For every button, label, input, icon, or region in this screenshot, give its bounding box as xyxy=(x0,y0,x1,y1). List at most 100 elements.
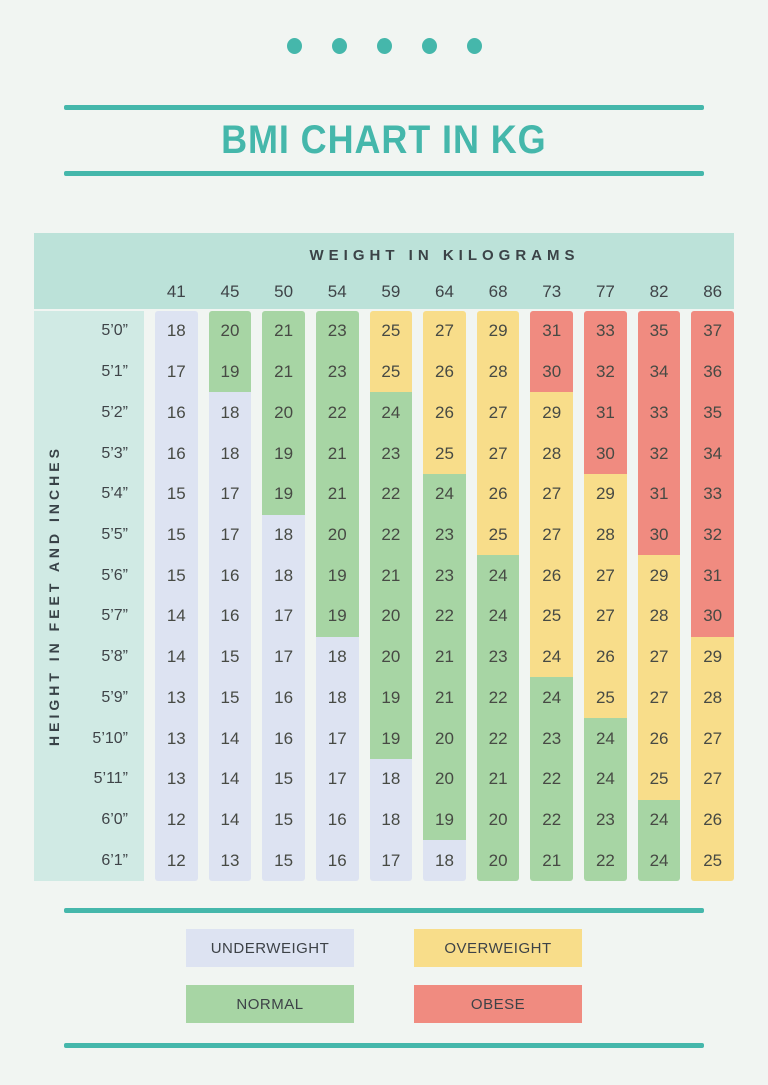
bmi-cell: 21 xyxy=(315,433,359,474)
bmi-cell: 22 xyxy=(530,758,574,800)
bmi-cell: 19 xyxy=(423,799,466,841)
bmi-cell: 24 xyxy=(584,758,627,800)
bmi-cell: 24 xyxy=(637,840,681,881)
bmi-cell: 29 xyxy=(691,636,734,678)
bmi-cell: 29 xyxy=(584,473,627,515)
page-title: BMI CHART IN KG xyxy=(221,118,547,162)
bmi-cell: 16 xyxy=(315,840,359,881)
bmi-cell: 14 xyxy=(208,718,252,759)
bmi-cell: 17 xyxy=(155,351,198,393)
bmi-cell: 20 xyxy=(262,392,305,434)
bmi-cell: 31 xyxy=(637,473,681,515)
bmi-cell: 25 xyxy=(423,433,466,474)
bmi-cell: 15 xyxy=(262,758,305,800)
bmi-cell: 19 xyxy=(208,351,252,393)
bmi-cell: 24 xyxy=(369,392,413,434)
height-label: 5’7” xyxy=(101,607,128,625)
bmi-cell: 15 xyxy=(155,473,198,515)
bmi-cell: 15 xyxy=(155,555,198,597)
bmi-cell: 31 xyxy=(530,311,574,352)
dot-icon xyxy=(331,38,347,54)
bmi-cell: 25 xyxy=(476,514,520,556)
bmi-cell: 18 xyxy=(262,555,305,597)
bmi-cell: 37 xyxy=(691,311,734,352)
bmi-cell: 19 xyxy=(315,555,359,597)
bmi-cell: 26 xyxy=(423,392,466,434)
height-label: 5’11” xyxy=(93,770,128,788)
bmi-cell: 17 xyxy=(315,718,359,759)
bmi-cell: 20 xyxy=(315,514,359,556)
bmi-cell: 15 xyxy=(155,514,198,556)
bmi-cell: 29 xyxy=(530,392,574,434)
bmi-cell: 16 xyxy=(208,596,252,637)
bmi-column-50: 21 21 20 19 19 18 18 17 17 16 16 15 15 15 xyxy=(262,311,305,881)
height-label: 5’6” xyxy=(101,566,128,584)
bmi-cell: 14 xyxy=(155,636,198,678)
bmi-cell: 14 xyxy=(208,799,252,841)
bmi-cell: 35 xyxy=(691,392,734,434)
bmi-cell: 18 xyxy=(369,799,413,841)
bmi-cell: 22 xyxy=(476,677,520,719)
bmi-cell: 27 xyxy=(584,596,627,637)
weight-label: 86 xyxy=(703,282,723,301)
bmi-cell: 20 xyxy=(476,799,520,841)
bmi-cell: 15 xyxy=(262,840,305,881)
weight-label: 45 xyxy=(220,282,240,301)
bmi-cell: 13 xyxy=(155,718,198,759)
bmi-cell: 20 xyxy=(476,840,520,881)
bmi-cell: 21 xyxy=(476,758,520,800)
bmi-column-64: 27 26 26 25 24 23 23 22 21 21 20 20 19 18 xyxy=(423,311,466,881)
bmi-cell: 24 xyxy=(637,799,681,841)
height-label: 5’4” xyxy=(101,485,128,503)
weight-label: 68 xyxy=(488,282,508,301)
bmi-cell: 15 xyxy=(208,636,252,678)
bmi-cell: 27 xyxy=(530,473,574,515)
bmi-cell: 18 xyxy=(262,514,305,556)
bmi-cell: 16 xyxy=(262,718,305,759)
bmi-cell: 22 xyxy=(530,799,574,841)
bmi-cell: 20 xyxy=(208,311,252,352)
bmi-cell: 13 xyxy=(208,840,252,881)
bmi-cell: 18 xyxy=(155,311,198,352)
dot-icon xyxy=(286,38,302,54)
bmi-cell: 20 xyxy=(369,636,413,678)
title-divider-bottom xyxy=(64,171,704,176)
title-divider-top xyxy=(64,105,704,110)
weight-label: 77 xyxy=(595,282,615,301)
bmi-cell: 21 xyxy=(315,473,359,515)
bmi-cell: 17 xyxy=(262,636,305,678)
bmi-cell: 22 xyxy=(369,514,413,556)
bmi-column-73: 31 30 29 28 27 27 26 25 24 24 23 22 22 21 xyxy=(530,311,574,881)
bmi-cell: 15 xyxy=(208,677,252,719)
bmi-cell: 22 xyxy=(315,392,359,434)
bmi-cell: 33 xyxy=(637,392,681,434)
bmi-cell: 19 xyxy=(262,473,305,515)
bmi-cell: 21 xyxy=(262,351,305,393)
bmi-cell: 26 xyxy=(476,473,520,515)
bmi-cell: 34 xyxy=(637,351,681,393)
bmi-cell: 23 xyxy=(423,555,466,597)
bmi-cell: 24 xyxy=(476,596,520,637)
bmi-cell: 30 xyxy=(584,433,627,474)
weight-axis-label: WEIGHT IN KILOGRAMS xyxy=(309,247,580,264)
bmi-cell: 27 xyxy=(476,392,520,434)
bmi-cell: 35 xyxy=(637,311,681,352)
bmi-cell: 25 xyxy=(584,677,627,719)
bmi-cell: 26 xyxy=(530,555,574,597)
bmi-cell: 23 xyxy=(369,433,413,474)
table-body: HEIGHT IN FEET AND INCHES 5’0” 5’1” 5’2” 5’… xyxy=(34,311,734,881)
bmi-cell: 27 xyxy=(476,433,520,474)
bmi-cell: 15 xyxy=(262,799,305,841)
bmi-cell: 24 xyxy=(423,473,466,515)
bmi-cell: 27 xyxy=(584,555,627,597)
bmi-column-41: 18 17 16 16 15 15 15 14 14 13 13 13 12 12 xyxy=(155,311,198,881)
bmi-cell: 25 xyxy=(691,840,734,881)
bmi-cell: 17 xyxy=(369,840,413,881)
weight-label: 82 xyxy=(649,282,669,301)
bmi-cell: 23 xyxy=(530,718,574,759)
bmi-cell: 34 xyxy=(691,433,734,474)
bmi-cell: 22 xyxy=(476,718,520,759)
height-column: HEIGHT IN FEET AND INCHES 5’0” 5’1” 5’2” 5’… xyxy=(34,311,144,881)
table-header: WEIGHT IN KILOGRAMS 41 45 50 54 59 64 68 73 77 82… xyxy=(34,233,734,309)
bmi-cell: 21 xyxy=(423,636,466,678)
